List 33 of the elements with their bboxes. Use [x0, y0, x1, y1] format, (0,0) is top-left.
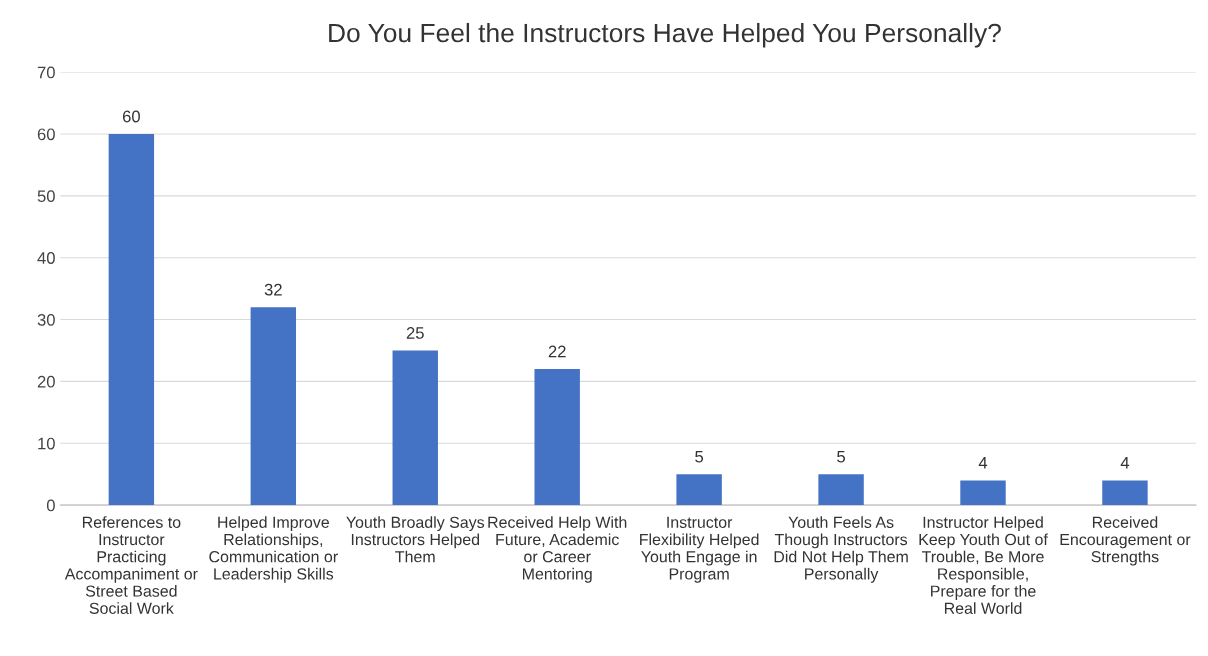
data-label: 32: [264, 283, 282, 296]
y-tick-label: 0: [46, 499, 55, 512]
x-tick-label: References to Instructor Practicing Accompaniment or Street Based Social Work: [64, 516, 198, 614]
data-label: 22: [548, 345, 566, 358]
x-tick-label: Youth Feels As Though Instructors Did Not Help Them Personally: [774, 516, 908, 583]
y-tick-label: 10: [38, 437, 55, 450]
x-tick-label: Helped Improve Relationships, Communication or Leadership Skills: [209, 516, 338, 583]
y-tick-label: 70: [37, 66, 55, 79]
data-label: 5: [695, 450, 704, 463]
data-label: 25: [406, 327, 424, 339]
x-tick-label: Instructor Helped Keep Youth Out of Trouble, Be More Responsible, Prepare for the Real World: [919, 516, 1048, 614]
data-label: 4: [1120, 457, 1130, 469]
bar: [392, 350, 438, 506]
bar: [108, 134, 155, 506]
bar: [676, 474, 722, 506]
bar: [534, 369, 580, 506]
bar: [250, 307, 297, 506]
y-tick-label: 30: [37, 313, 55, 326]
bar: [960, 480, 1006, 506]
x-tick-label: Received Encouragement or Strengths: [1060, 516, 1191, 566]
bar: [1102, 480, 1148, 506]
y-tick-label: 40: [37, 252, 55, 264]
y-tick-label: 60: [37, 128, 55, 141]
data-label: 60: [122, 110, 140, 123]
y-tick-label: 20: [37, 375, 55, 388]
data-label: 5: [837, 450, 846, 463]
bar: [818, 474, 864, 506]
x-tick-label: Youth Broadly Says Instructors Helped Them: [346, 516, 485, 563]
y-tick-label: 50: [37, 190, 55, 203]
chart-title: Do You Feel the Instructors Have Helped You Personally?: [329, 22, 1001, 48]
x-tick-label: Instructor Flexibility Helped Youth Engage in Program: [640, 516, 759, 583]
x-tick-label: Received Help With Future, Academic or Career Mentoring: [488, 516, 627, 583]
data-label: 4: [978, 457, 988, 469]
